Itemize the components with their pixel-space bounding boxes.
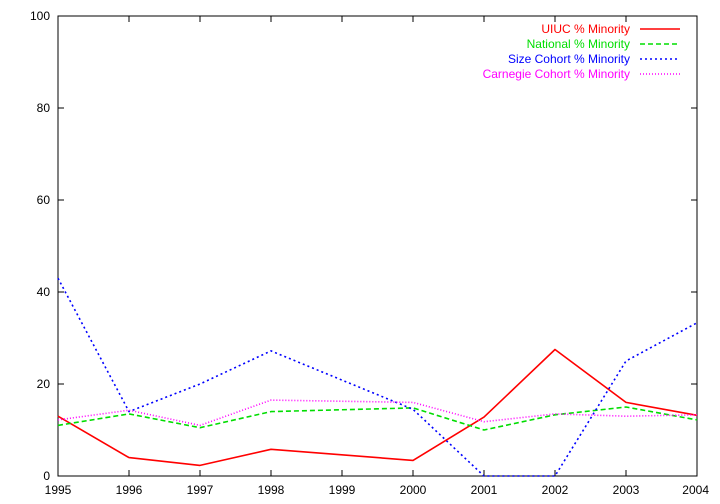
legend-label: Carnegie Cohort % Minority — [483, 67, 630, 81]
series-line-carnegie-cohort-minority — [57, 399, 698, 427]
x-tick-label: 2000 — [400, 483, 427, 497]
series-line-uiuc-minority — [57, 348, 698, 467]
series-line-size-cohort-minority — [57, 277, 698, 477]
legend-label: National % Minority — [527, 37, 630, 51]
x-tick-label: 2004 — [682, 483, 709, 497]
x-tick-label: 1999 — [329, 483, 356, 497]
y-tick-label: 0 — [43, 469, 50, 483]
legend-label: UIUC % Minority — [541, 22, 630, 36]
series-line-national-minority — [57, 406, 698, 431]
y-tick-label: 60 — [37, 193, 51, 207]
y-tick-label: 20 — [37, 377, 51, 391]
x-tick-label: 1996 — [116, 483, 143, 497]
y-tick-label: 40 — [37, 285, 51, 299]
x-tick-label: 1998 — [258, 483, 285, 497]
axis-ticks: 0 20 40 60 80 100 1995 1996 1997 1998 1999 2000 2001… — [30, 9, 709, 497]
x-tick-label: 2003 — [613, 483, 640, 497]
legend-label: Size Cohort % Minority — [508, 52, 630, 66]
series-lines — [57, 277, 698, 477]
x-tick-label: 1995 — [45, 483, 72, 497]
x-tick-label: 2002 — [542, 483, 569, 497]
x-tick-label: 2001 — [471, 483, 498, 497]
plot-frame — [57, 15, 698, 477]
y-tick-label: 100 — [30, 9, 50, 23]
y-tick-label: 80 — [37, 101, 51, 115]
x-tick-label: 1997 — [187, 483, 214, 497]
